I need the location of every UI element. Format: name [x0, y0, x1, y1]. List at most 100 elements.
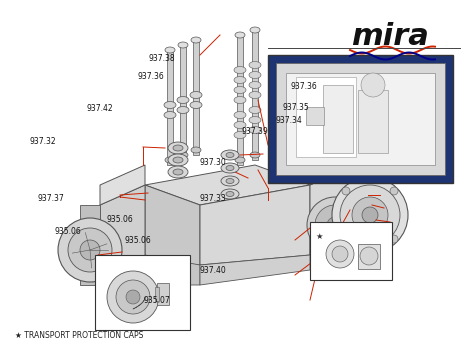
Ellipse shape — [173, 157, 183, 163]
Polygon shape — [145, 165, 310, 205]
Bar — [157, 283, 169, 305]
Text: 937.38: 937.38 — [149, 54, 175, 63]
Ellipse shape — [221, 189, 239, 199]
Ellipse shape — [221, 163, 239, 173]
Polygon shape — [200, 255, 310, 285]
Polygon shape — [100, 185, 145, 285]
Text: 937.39: 937.39 — [242, 127, 269, 136]
Text: 935.06: 935.06 — [55, 226, 82, 236]
Ellipse shape — [226, 178, 234, 183]
Bar — [167, 50, 173, 165]
Polygon shape — [145, 255, 200, 285]
Polygon shape — [200, 185, 310, 265]
Bar — [155, 287, 159, 301]
Circle shape — [340, 185, 400, 245]
Text: 937.32: 937.32 — [29, 137, 56, 146]
Ellipse shape — [165, 157, 175, 163]
Ellipse shape — [164, 112, 176, 119]
Bar — [252, 30, 258, 160]
Polygon shape — [100, 165, 145, 205]
Text: 937.40: 937.40 — [200, 266, 227, 275]
Bar — [180, 45, 186, 160]
Text: 937.42: 937.42 — [86, 104, 113, 113]
Text: 937.34: 937.34 — [275, 116, 302, 125]
Text: ★ TRANSPORT PROTECTION CAPS: ★ TRANSPORT PROTECTION CAPS — [15, 330, 143, 340]
Ellipse shape — [191, 147, 201, 153]
Text: 935.06: 935.06 — [125, 236, 152, 245]
Ellipse shape — [249, 117, 261, 124]
Bar — [268, 55, 453, 183]
Circle shape — [116, 280, 150, 314]
Ellipse shape — [234, 97, 246, 104]
Ellipse shape — [234, 77, 246, 84]
Text: 937.36: 937.36 — [290, 82, 317, 91]
Circle shape — [315, 205, 355, 245]
Ellipse shape — [191, 37, 201, 43]
Ellipse shape — [249, 126, 261, 133]
Ellipse shape — [250, 27, 260, 33]
Ellipse shape — [168, 154, 188, 166]
Polygon shape — [355, 165, 390, 255]
Bar — [276, 63, 445, 175]
Circle shape — [326, 240, 354, 268]
Polygon shape — [145, 185, 200, 265]
Text: 935.06: 935.06 — [106, 215, 133, 224]
Bar — [358, 90, 388, 153]
Ellipse shape — [226, 166, 234, 170]
Ellipse shape — [226, 191, 234, 196]
Circle shape — [332, 246, 348, 262]
Ellipse shape — [168, 166, 188, 178]
Ellipse shape — [165, 47, 175, 53]
Ellipse shape — [178, 152, 188, 158]
Circle shape — [307, 197, 363, 253]
Bar — [296, 77, 356, 157]
Ellipse shape — [177, 106, 189, 113]
Circle shape — [327, 217, 343, 233]
Ellipse shape — [234, 121, 246, 128]
Circle shape — [126, 290, 140, 304]
Ellipse shape — [250, 152, 260, 158]
Circle shape — [342, 187, 350, 195]
Text: 937.36: 937.36 — [137, 72, 164, 81]
Ellipse shape — [190, 102, 202, 108]
Ellipse shape — [226, 153, 234, 158]
Ellipse shape — [221, 176, 239, 186]
Text: ★: ★ — [315, 232, 323, 241]
Bar — [286, 73, 435, 165]
Bar — [306, 107, 324, 125]
Circle shape — [352, 197, 388, 233]
Bar — [95, 255, 190, 330]
Ellipse shape — [190, 91, 202, 98]
Ellipse shape — [249, 91, 261, 98]
Ellipse shape — [177, 97, 189, 104]
Bar — [358, 244, 380, 269]
Text: 937.35: 937.35 — [283, 103, 310, 112]
Circle shape — [68, 228, 112, 272]
Circle shape — [80, 240, 100, 260]
Circle shape — [107, 271, 159, 323]
Polygon shape — [310, 165, 355, 255]
Circle shape — [361, 73, 385, 97]
Text: mira: mira — [351, 22, 429, 51]
Ellipse shape — [234, 112, 246, 119]
Ellipse shape — [234, 86, 246, 93]
Circle shape — [390, 187, 398, 195]
Bar — [323, 85, 353, 153]
Bar — [237, 35, 243, 165]
Ellipse shape — [221, 150, 239, 160]
Ellipse shape — [249, 82, 261, 89]
Circle shape — [58, 218, 122, 282]
Polygon shape — [80, 205, 100, 285]
Ellipse shape — [249, 106, 261, 113]
Polygon shape — [310, 148, 355, 185]
Bar — [193, 40, 199, 155]
Ellipse shape — [235, 157, 245, 163]
Circle shape — [362, 207, 378, 223]
Circle shape — [360, 247, 378, 265]
Text: 937.30: 937.30 — [200, 158, 227, 167]
Text: 937.33: 937.33 — [200, 194, 227, 203]
Ellipse shape — [234, 66, 246, 74]
Ellipse shape — [178, 42, 188, 48]
Ellipse shape — [249, 62, 261, 69]
Ellipse shape — [249, 71, 261, 78]
